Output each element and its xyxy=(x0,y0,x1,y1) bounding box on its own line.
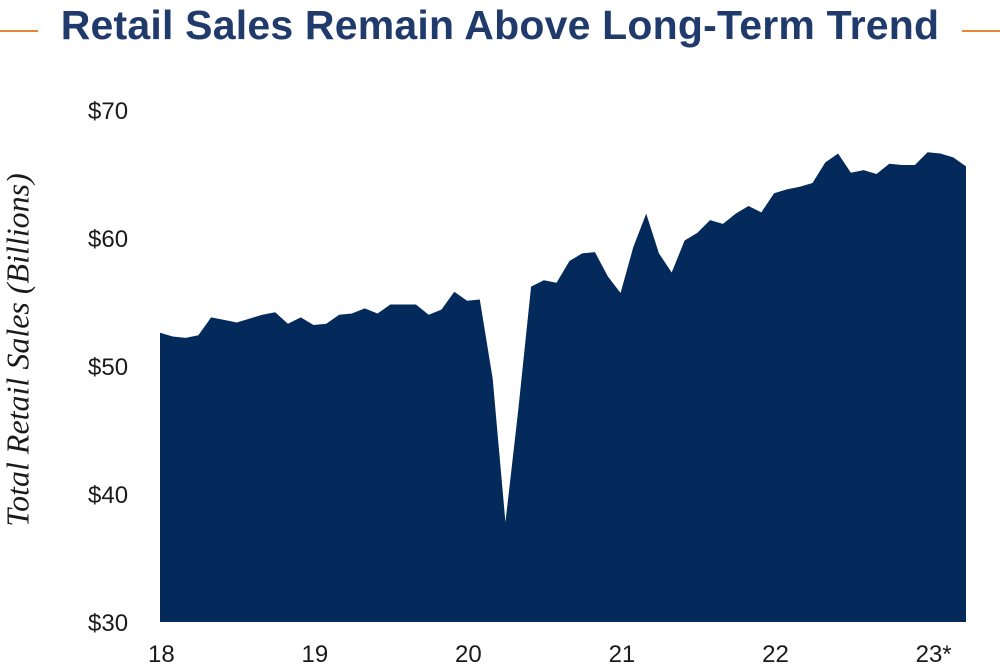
y-tick-label: $60 xyxy=(88,226,128,253)
chart-header: Retail Sales Remain Above Long-Term Tren… xyxy=(0,0,1000,64)
title-rule-right xyxy=(962,30,1000,32)
y-tick-labels: $70 $60 $50 $40 $30 xyxy=(88,98,128,637)
y-tick-label: $50 xyxy=(88,354,128,381)
y-tick-label: $70 xyxy=(88,98,128,125)
x-tick-label: 18 xyxy=(148,641,175,668)
title-rule-left xyxy=(0,30,38,32)
x-tick-label: 21 xyxy=(609,641,636,668)
x-tick-label: 19 xyxy=(302,641,329,668)
x-tick-label: 22 xyxy=(762,641,789,668)
chart-title: Retail Sales Remain Above Long-Term Tren… xyxy=(60,2,940,48)
x-tick-labels: 18 19 20 21 22 23* xyxy=(148,641,952,668)
y-tick-label: $30 xyxy=(88,610,128,637)
plot-area xyxy=(160,152,966,623)
x-tick-label: 20 xyxy=(455,641,482,668)
x-tick-label: 23* xyxy=(916,641,952,668)
retail-sales-area xyxy=(160,152,966,623)
y-tick-label: $40 xyxy=(88,482,128,509)
